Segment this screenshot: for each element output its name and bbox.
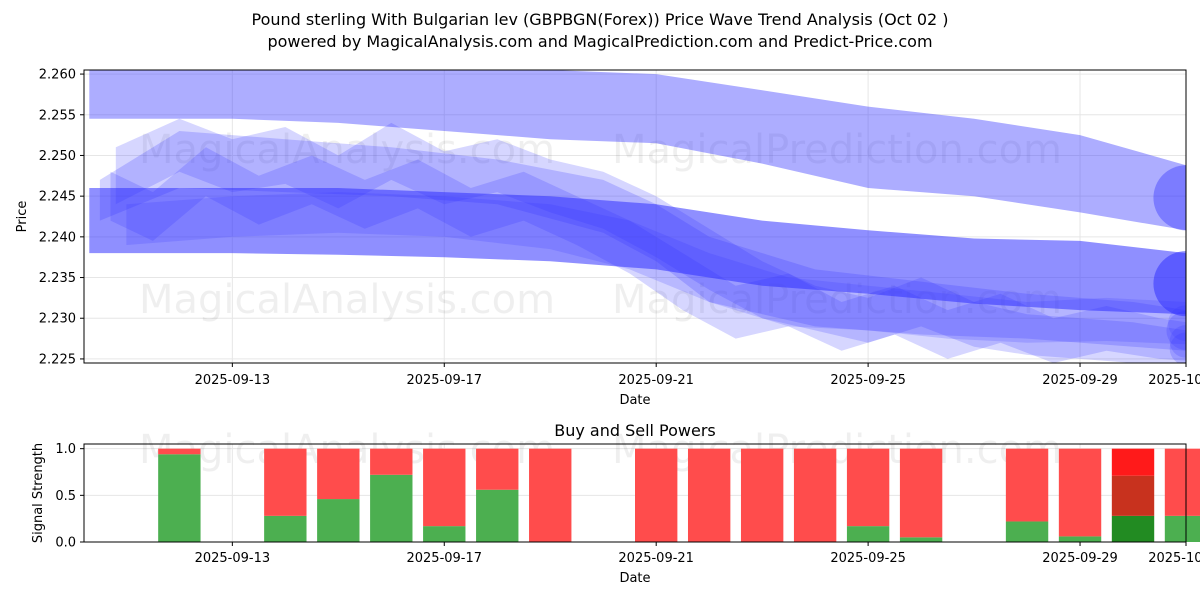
wave-band-wave-5 bbox=[110, 147, 1186, 363]
sell-bar bbox=[317, 448, 360, 500]
sell-bar bbox=[158, 448, 201, 455]
watermark-top-1: MagicalAnalysis.com bbox=[139, 127, 555, 173]
sell-bar bbox=[1005, 448, 1049, 522]
top-y-tick-label: 2.245 bbox=[39, 190, 76, 205]
top-x-axis-label: Date bbox=[619, 393, 650, 408]
watermark-top-2: MagicalPrediction.com bbox=[612, 127, 1062, 173]
sell-bar bbox=[1164, 448, 1200, 516]
wave-end-cap-wave-5 bbox=[1169, 325, 1186, 358]
wave-end-cap-wave-3 bbox=[1166, 310, 1186, 350]
top-x-tick-label: 2025-09-25 bbox=[830, 373, 906, 388]
buy-bar bbox=[476, 489, 519, 542]
wave-band-wave-6 bbox=[126, 192, 1186, 345]
watermark-bottom-2: MagicalPrediction.com bbox=[612, 427, 1062, 473]
top-y-tick-label: 2.230 bbox=[39, 312, 76, 327]
buy-bar bbox=[1005, 521, 1049, 542]
wave-end-cap-wave-6 bbox=[1168, 305, 1186, 342]
wave-band-main-wave bbox=[89, 188, 1186, 315]
chart-title-line2: powered by MagicalAnalysis.com and Magic… bbox=[267, 32, 932, 51]
wave-band-wave-3 bbox=[99, 131, 1186, 351]
wave-band-upper-wave bbox=[89, 70, 1186, 231]
watermark-top-3: MagicalAnalysis.com bbox=[139, 277, 555, 323]
top-y-tick-label: 2.255 bbox=[39, 108, 76, 123]
sell-bar bbox=[687, 448, 731, 542]
bottom-x-axis-label: Date bbox=[619, 571, 650, 586]
top-plot-frame bbox=[83, 69, 1187, 364]
buy-bar bbox=[264, 515, 307, 542]
top-x-tick-label: 2025-09-17 bbox=[406, 373, 482, 388]
top-y-tick-label: 2.235 bbox=[39, 271, 76, 286]
top-y-tick-label: 2.260 bbox=[39, 68, 76, 83]
bottom-y-axis-label: Signal Strength bbox=[31, 443, 46, 543]
sell-bar bbox=[476, 448, 519, 490]
wave-end-cap-upper-wave bbox=[1153, 165, 1186, 231]
top-y-axis-label: Price bbox=[15, 201, 30, 233]
buy-bar bbox=[423, 526, 466, 542]
top-x-tick-label: 2025-09-21 bbox=[618, 373, 694, 388]
bottom-plot-frame bbox=[83, 443, 1187, 543]
bottom-x-tick-label: 2025-09-17 bbox=[406, 551, 482, 566]
wave-bands bbox=[89, 70, 1186, 363]
buy-bar bbox=[846, 526, 890, 542]
buy-bar bbox=[899, 537, 943, 542]
sell-bar bbox=[899, 448, 943, 538]
sell-bar bbox=[846, 448, 890, 527]
buy-bar bbox=[158, 454, 201, 542]
sell-bar bbox=[740, 448, 784, 542]
bottom-x-tick-label: 2025-09-25 bbox=[830, 551, 906, 566]
chart-title-line1: Pound sterling With Bulgarian lev (GBPBG… bbox=[251, 10, 948, 29]
top-x-tick-label: 2025-09-13 bbox=[195, 373, 271, 388]
bottom-chart-title: Buy and Sell Powers bbox=[554, 421, 716, 440]
sell-bar bbox=[423, 448, 466, 527]
bottom-x-tick-label: 2025-09-13 bbox=[195, 551, 271, 566]
mid-bar bbox=[1111, 475, 1155, 516]
sell-bar bbox=[1058, 448, 1102, 537]
bottom-y-tick-label: 0.5 bbox=[55, 489, 76, 504]
bottom-x-tick-label: 2025-09-21 bbox=[618, 551, 694, 566]
wave-end-cap-main-wave bbox=[1153, 251, 1186, 317]
top-x-tick-label: 2025-10-01 bbox=[1148, 373, 1200, 388]
bottom-y-tick-label: 1.0 bbox=[55, 442, 76, 457]
buy-bar bbox=[317, 499, 360, 542]
sell-bar bbox=[793, 448, 837, 542]
wave-band-wave-4 bbox=[115, 118, 1186, 363]
sell-bar bbox=[635, 448, 678, 542]
sell-bar bbox=[264, 448, 307, 516]
top-y-tick-label: 2.250 bbox=[39, 149, 76, 164]
wave-end-cap-wave-4 bbox=[1169, 332, 1186, 363]
sell-bar bbox=[1111, 448, 1155, 476]
top-y-tick-label: 2.240 bbox=[39, 230, 76, 245]
top-y-tick-label: 2.225 bbox=[39, 352, 76, 367]
buy-bar bbox=[370, 474, 413, 542]
buy-bar bbox=[1164, 515, 1200, 542]
sell-bar bbox=[529, 448, 572, 542]
bottom-x-tick-label: 2025-10-01 bbox=[1148, 551, 1200, 566]
bottom-y-tick-label: 0.0 bbox=[55, 536, 76, 551]
bottom-x-tick-label: 2025-09-29 bbox=[1042, 551, 1118, 566]
top-x-tick-label: 2025-09-29 bbox=[1042, 373, 1118, 388]
sell-bar bbox=[370, 448, 413, 475]
buy-bar bbox=[1058, 536, 1102, 542]
buy-bar bbox=[1111, 515, 1155, 542]
